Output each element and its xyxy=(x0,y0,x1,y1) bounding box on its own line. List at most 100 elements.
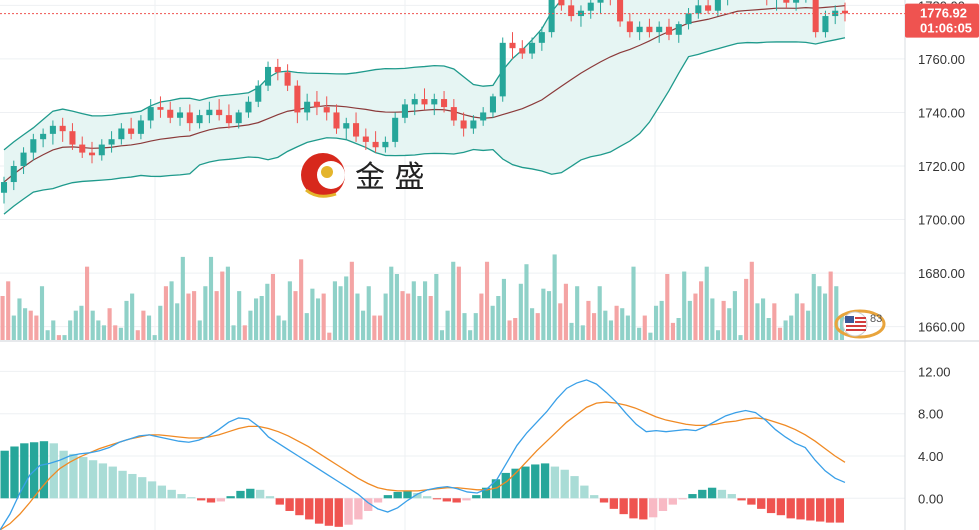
candle-body xyxy=(480,112,487,121)
price-tick-label: 1660.00 xyxy=(918,320,965,335)
candle-body xyxy=(705,5,712,11)
candle-body xyxy=(353,123,360,137)
volume-bar xyxy=(254,298,259,340)
candle-body xyxy=(40,133,47,140)
price-tag-box xyxy=(905,3,979,38)
candle-body xyxy=(225,115,232,124)
volume-bar xyxy=(186,293,191,340)
volume-bar xyxy=(51,320,56,340)
volume-bar xyxy=(231,325,236,340)
volume-bar xyxy=(530,308,535,340)
macd-histogram-bar xyxy=(648,498,658,518)
volume-bar xyxy=(39,286,45,340)
macd-histogram-bar xyxy=(255,489,265,499)
volume-bar xyxy=(637,327,642,340)
candle-body xyxy=(98,144,105,156)
candle-body xyxy=(558,0,565,6)
volume-bar xyxy=(479,293,484,340)
candle-body xyxy=(529,42,536,54)
macd-histogram-bar xyxy=(413,493,422,499)
volume-bar xyxy=(197,320,202,340)
volume-bar xyxy=(23,308,28,340)
macd-histogram-bar xyxy=(88,460,98,499)
candle-body xyxy=(265,66,272,86)
volume-bar xyxy=(192,291,197,340)
candle-body xyxy=(626,21,633,33)
macd-histogram-bar xyxy=(226,496,235,499)
candle-body xyxy=(88,152,96,156)
candle-body xyxy=(411,99,418,105)
candle-body xyxy=(79,144,86,153)
candle-body xyxy=(841,10,849,14)
candle-body xyxy=(822,16,829,33)
flag-badge: 83 xyxy=(834,309,886,339)
volume-bar xyxy=(806,310,811,340)
volume-bar xyxy=(344,276,349,340)
volume-bar xyxy=(11,315,16,340)
volume-bar xyxy=(518,283,523,340)
candle-body xyxy=(812,0,819,33)
volume-bar xyxy=(242,325,247,340)
current-price-tag: 1776.92 01:06:05 xyxy=(0,3,979,38)
volume-bar xyxy=(124,300,129,340)
macd-histogram-bar xyxy=(531,464,540,499)
candle-body xyxy=(382,141,389,148)
volume-bar xyxy=(625,315,630,340)
macd-histogram-bar xyxy=(197,498,206,501)
candle-body xyxy=(646,26,653,33)
volume-bar xyxy=(620,308,625,340)
candle-body xyxy=(186,112,193,124)
volume-bar xyxy=(541,288,546,340)
volume-bar xyxy=(732,291,737,340)
volume-bar xyxy=(180,256,185,340)
macd-histogram-bar xyxy=(580,485,589,499)
volume-bar xyxy=(451,261,456,340)
macd-histogram-bar xyxy=(707,487,717,499)
candle-body xyxy=(333,112,340,129)
macd-histogram-bar xyxy=(49,443,58,499)
volume-bar xyxy=(496,296,501,340)
macd-histogram-bar xyxy=(39,441,49,499)
macd-histogram-bar xyxy=(757,498,766,509)
candle-body xyxy=(147,107,154,121)
candle-body xyxy=(137,120,144,134)
macd-histogram-bar xyxy=(423,496,432,499)
volume-bar xyxy=(220,271,225,340)
volume-bar xyxy=(203,286,208,340)
volume-bar xyxy=(603,310,608,340)
macd-panel xyxy=(0,379,846,530)
macd-histogram-bar xyxy=(236,490,245,499)
macd-histogram-bar xyxy=(0,450,9,499)
macd-histogram-bar xyxy=(246,488,255,499)
volume-bar xyxy=(766,318,771,340)
macd-tick-label: 4.00 xyxy=(918,449,943,464)
macd-histogram-bar xyxy=(796,498,805,520)
volume-bar xyxy=(445,310,450,340)
candle-body xyxy=(255,85,262,102)
macd-histogram-bar xyxy=(118,470,127,499)
volume-bar xyxy=(118,327,123,340)
macd-histogram-bar xyxy=(727,494,736,499)
candle-body xyxy=(167,109,174,118)
candle-body xyxy=(108,139,115,145)
volume-bar xyxy=(361,310,366,340)
candle-body xyxy=(470,120,477,129)
macd-histogram-bar xyxy=(383,495,393,499)
volume-bar xyxy=(315,298,321,340)
volume-bar xyxy=(107,308,112,340)
candle-body xyxy=(568,5,575,17)
macd-histogram-bar xyxy=(668,498,677,505)
volume-bar xyxy=(772,303,777,340)
volume-bar xyxy=(237,291,242,340)
volume-bar xyxy=(546,291,552,340)
candle-body xyxy=(548,0,555,33)
volume-bar xyxy=(406,293,411,340)
macd-histogram-bar xyxy=(187,497,196,499)
macd-histogram-bar xyxy=(629,498,638,519)
volume-bar xyxy=(608,320,614,340)
macd-histogram-bar xyxy=(609,498,619,509)
candle-body xyxy=(323,107,330,113)
macd-histogram-bar xyxy=(737,498,746,501)
volume-bar xyxy=(682,271,687,340)
volume-bar xyxy=(462,313,467,340)
